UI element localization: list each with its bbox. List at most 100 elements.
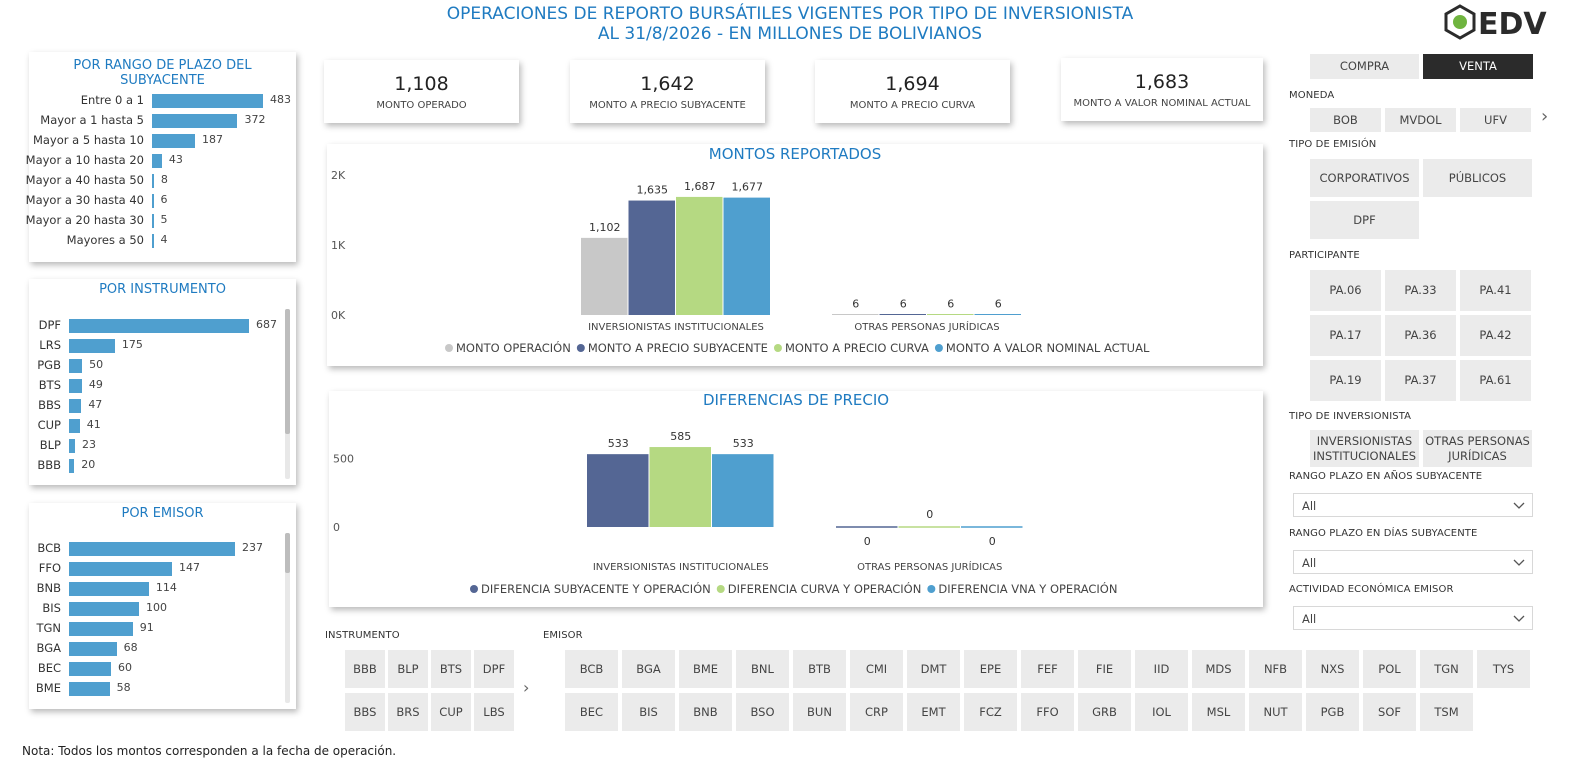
emisor-option[interactable]: EMT (907, 693, 960, 731)
emisor-option[interactable]: BCB (565, 650, 618, 688)
instrumento-option[interactable]: BRS (388, 693, 428, 731)
bar[interactable] (152, 214, 154, 228)
bar[interactable] (69, 542, 235, 556)
bar-row[interactable]: PGB 50 (29, 355, 279, 375)
tipo-emision-option[interactable]: PÚBLICOS (1423, 159, 1532, 197)
bar[interactable] (712, 454, 774, 527)
emisor-option[interactable]: POL (1363, 650, 1416, 688)
bar-row[interactable]: TGN 91 (29, 618, 279, 638)
bar[interactable] (152, 234, 154, 248)
bar[interactable] (69, 682, 110, 696)
participante-option[interactable]: PA.17 (1310, 315, 1381, 356)
bar[interactable] (69, 662, 112, 676)
emisor-option[interactable]: MDS (1192, 650, 1245, 688)
bar-row[interactable]: Mayores a 50 4 (29, 230, 279, 250)
bar-row[interactable]: Mayor a 30 hasta 40 6 (26, 190, 279, 210)
bar[interactable] (69, 359, 83, 373)
participante-option[interactable]: PA.41 (1460, 270, 1531, 311)
emisor-option[interactable]: TYS (1477, 650, 1530, 688)
bar-row[interactable]: BBS 47 (29, 395, 279, 415)
emisor-option[interactable]: BME (679, 650, 732, 688)
participante-option[interactable]: PA.37 (1385, 360, 1456, 401)
emisor-option[interactable]: SOF (1363, 693, 1416, 731)
emisor-option[interactable]: NXS (1306, 650, 1359, 688)
emisor-scroll-thumb[interactable] (285, 533, 290, 573)
emisor-option[interactable]: NUT (1249, 693, 1302, 731)
bar[interactable] (723, 197, 771, 315)
moneda-option[interactable]: BOB (1310, 108, 1381, 132)
bar[interactable] (832, 314, 879, 315)
bar[interactable] (69, 439, 76, 453)
bar-row[interactable]: BCB 237 (29, 538, 279, 558)
emisor-option[interactable]: NFB (1249, 650, 1302, 688)
emisor-option[interactable]: IID (1135, 650, 1188, 688)
emisor-option[interactable]: EPE (964, 650, 1017, 688)
emisor-scrollbar[interactable] (285, 533, 290, 703)
emisor-option[interactable]: FCZ (964, 693, 1017, 731)
bar[interactable] (69, 602, 140, 616)
emisor-option[interactable]: CMI (850, 650, 903, 688)
emisor-option[interactable]: BIS (622, 693, 675, 731)
bar-row[interactable]: BME 58 (29, 678, 279, 698)
instrumento-option[interactable]: BLP (388, 650, 428, 688)
bar[interactable] (974, 314, 1022, 315)
bar[interactable] (69, 582, 149, 596)
bar-row[interactable]: Mayor a 40 hasta 50 8 (26, 170, 279, 190)
bar[interactable] (879, 314, 927, 315)
emisor-option[interactable]: BTB (793, 650, 846, 688)
bar-row[interactable]: LRS 175 (29, 335, 279, 355)
bar-row[interactable]: BNB 114 (29, 578, 279, 598)
bar[interactable] (69, 562, 172, 576)
bar[interactable] (69, 622, 133, 636)
instrumento-option[interactable]: BBS (345, 693, 385, 731)
bar-row[interactable]: BTS 49 (29, 375, 279, 395)
actividad-dropdown[interactable]: All (1293, 606, 1533, 630)
emisor-option[interactable]: DMT (907, 650, 960, 688)
bar-row[interactable]: BGA 68 (29, 638, 279, 658)
bar[interactable] (69, 339, 115, 353)
bar[interactable] (152, 154, 162, 168)
emisor-option[interactable]: BNB (679, 693, 732, 731)
bar[interactable] (69, 379, 82, 393)
emisor-option[interactable]: BUN (793, 693, 846, 731)
rango-dias-dropdown[interactable]: All (1293, 550, 1533, 574)
bar[interactable] (69, 419, 80, 433)
bar[interactable] (69, 319, 249, 333)
bar-row[interactable]: BEC 60 (29, 658, 279, 678)
bar[interactable] (152, 194, 154, 208)
bar[interactable] (649, 447, 712, 527)
instrumento-option[interactable]: CUP (431, 693, 471, 731)
instrumento-option[interactable]: BBB (345, 650, 385, 688)
bar-row[interactable]: Mayor a 20 hasta 30 5 (26, 210, 279, 230)
emisor-option[interactable]: CRP (850, 693, 903, 731)
instrumento-option[interactable]: DPF (474, 650, 514, 688)
bar[interactable] (69, 399, 82, 413)
emisor-option[interactable]: BNL (736, 650, 789, 688)
moneda-next-icon[interactable]: › (1541, 106, 1549, 127)
compra-button[interactable]: COMPRA (1310, 54, 1419, 79)
instrumento-option[interactable]: BTS (431, 650, 471, 688)
rango-anos-dropdown[interactable]: All (1293, 493, 1533, 517)
bar-row[interactable]: BBB 20 (29, 455, 279, 475)
emisor-option[interactable]: TGN (1420, 650, 1473, 688)
instrumento-scrollbar[interactable] (285, 309, 290, 479)
bar-row[interactable]: CUP 41 (29, 415, 279, 435)
bar-row[interactable]: BLP 23 (29, 435, 279, 455)
tipo-inversionista-option[interactable]: OTRAS PERSONAS JURÍDICAS (1423, 430, 1532, 467)
emisor-option[interactable]: TSM (1420, 693, 1473, 731)
emisor-option[interactable]: IOL (1135, 693, 1188, 731)
bar-row[interactable]: FFO 147 (29, 558, 279, 578)
emisor-option[interactable]: BGA (622, 650, 675, 688)
tipo-emision-option[interactable]: CORPORATIVOS (1310, 159, 1419, 197)
moneda-option[interactable]: MVDOL (1385, 108, 1456, 132)
instrumento-next-icon[interactable]: › (523, 678, 530, 697)
bar-row[interactable]: Mayor a 5 hasta 10 187 (29, 130, 279, 150)
emisor-option[interactable]: BSO (736, 693, 789, 731)
emisor-option[interactable]: FIE (1078, 650, 1131, 688)
bar[interactable] (152, 114, 238, 128)
bar[interactable] (69, 459, 75, 473)
participante-option[interactable]: PA.61 (1460, 360, 1531, 401)
bar-row[interactable]: Mayor a 10 hasta 20 43 (26, 150, 279, 170)
bar[interactable] (587, 454, 649, 527)
participante-option[interactable]: PA.42 (1460, 315, 1531, 356)
